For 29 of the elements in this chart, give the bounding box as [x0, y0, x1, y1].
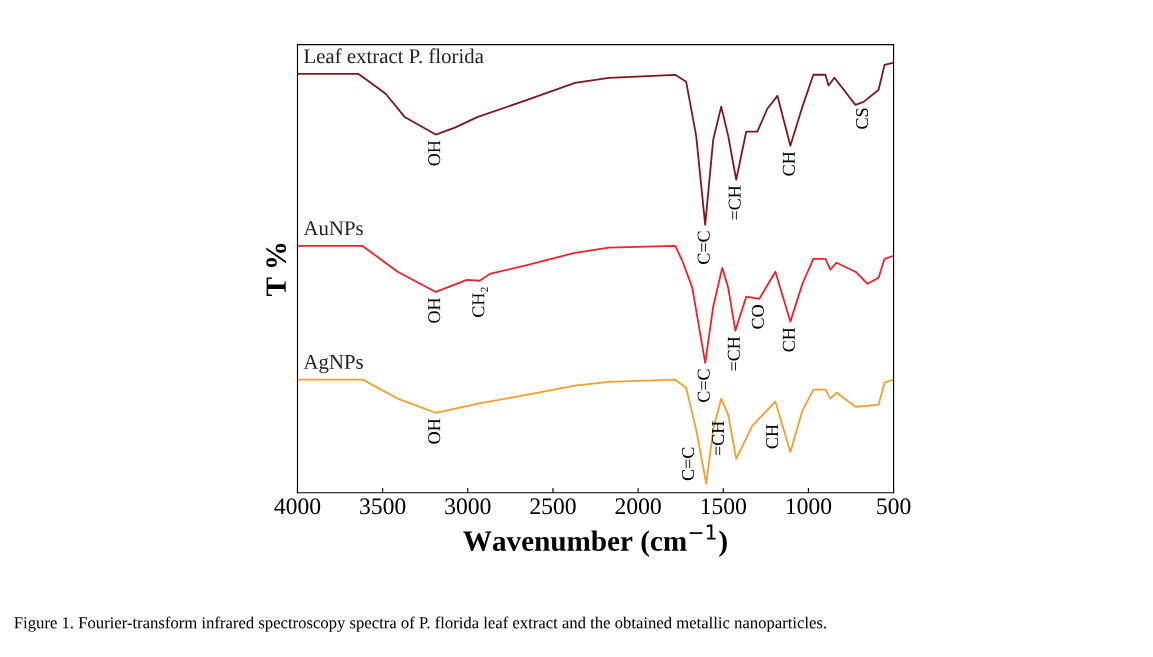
annotation: CS	[855, 108, 869, 129]
annotation: C=C	[697, 369, 710, 402]
annotation: =CH	[727, 336, 740, 371]
x-tick-label: 1000	[786, 498, 832, 515]
annotation: CH₂	[472, 287, 488, 317]
annotation: C=C	[697, 231, 710, 264]
annotation: =CH	[728, 185, 741, 220]
annotation: OH	[428, 418, 441, 444]
annotation: CH	[782, 327, 795, 352]
annotation: C=C	[681, 447, 695, 481]
annotation: OH	[428, 298, 441, 323]
annotation: OH	[428, 140, 441, 166]
x-axis-title: Wavenumber (cm$^{−1}$)	[463, 524, 727, 557]
series-label: AuNPs	[303, 221, 363, 236]
annotation: CH	[782, 151, 795, 176]
annotation: =CH	[711, 421, 725, 456]
x-tick-label: 4000	[274, 498, 321, 515]
x-tick-label: 2500	[530, 498, 576, 515]
x-tick-label: 500	[877, 498, 911, 515]
series-label: Leaf extract P. florida	[304, 48, 484, 64]
caption: Figure 1. Fourier-transform infrared spectroscopy spectra of P. florida leaf extract and the obtained metallic nanoparticles.	[14, 616, 826, 632]
series-label: AgNPs	[303, 354, 363, 374]
annotation: CH	[766, 424, 779, 449]
x-tick-label: 3000	[445, 498, 491, 515]
x-tick-label: 2000	[615, 498, 661, 515]
annotation: CO	[751, 305, 764, 329]
x-tick-label: 1500	[701, 498, 746, 515]
x-tick-label: 3500	[360, 498, 406, 515]
y-axis-title: T %	[266, 243, 287, 296]
